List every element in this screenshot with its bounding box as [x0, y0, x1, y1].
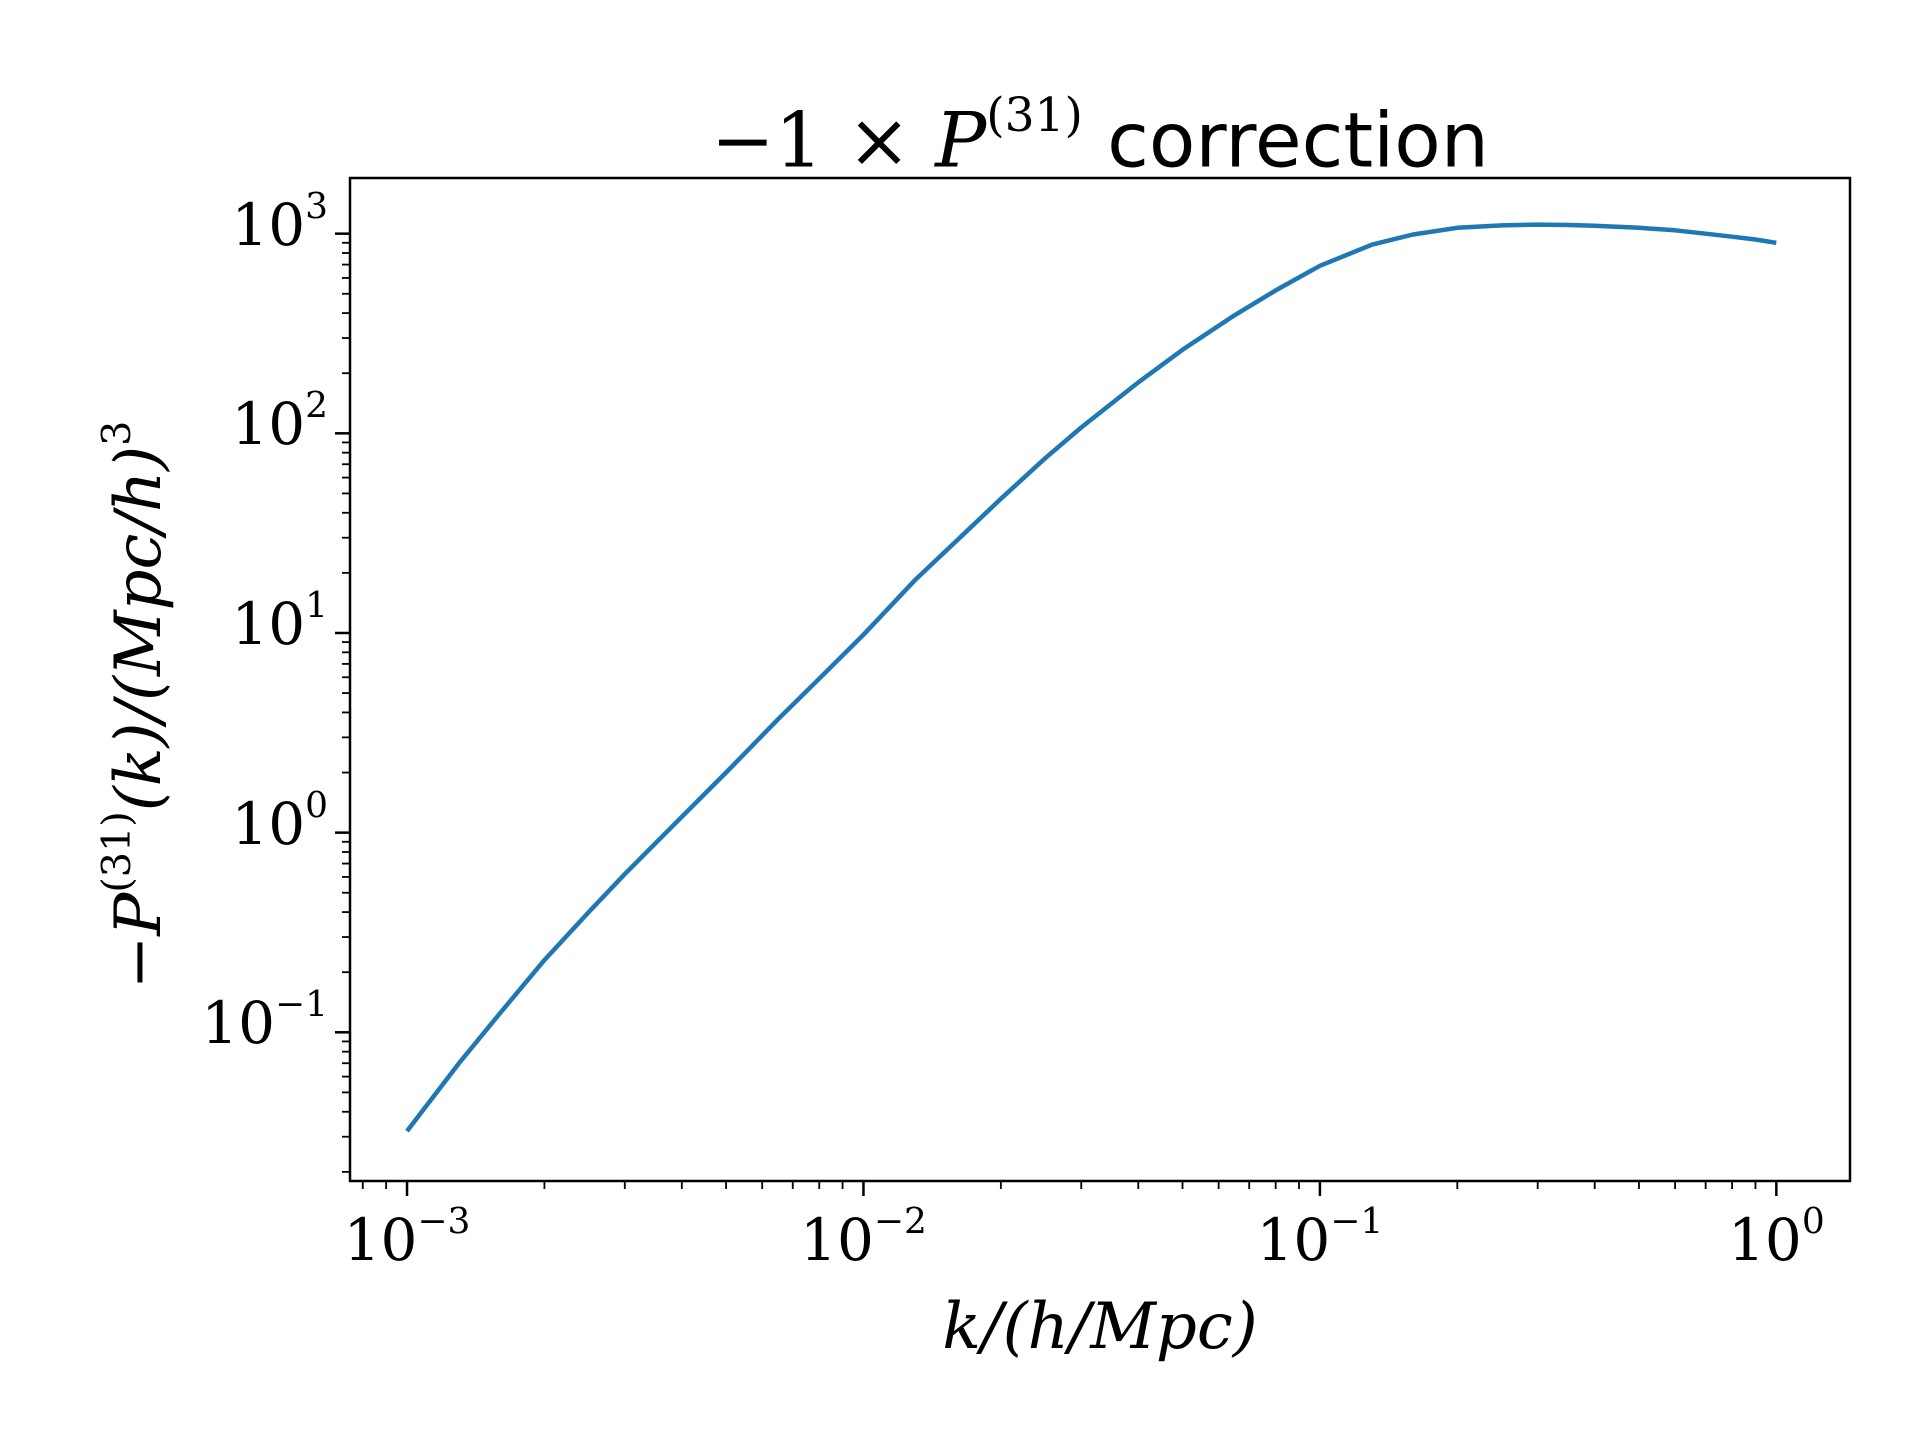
y-tick-label: 100	[148, 785, 328, 858]
title-symbol: P	[935, 95, 987, 185]
y-tick-label-exponent: 1	[305, 584, 328, 626]
y-tick-label: 102	[148, 385, 328, 458]
title-prefix: −1 ×	[711, 95, 936, 185]
y-tick-label: 10−1	[148, 984, 328, 1057]
chart-title: −1 × P(31) correction	[350, 88, 1850, 185]
y-tick-label-base: 10	[231, 190, 306, 259]
title-superscript: (31)	[986, 88, 1083, 143]
x-tick-label: 100	[1676, 1201, 1876, 1274]
plot-frame	[348, 176, 1852, 1183]
x-tick-label-exponent: 0	[1801, 1201, 1825, 1242]
y-tick-label-exponent: −1	[275, 984, 328, 1026]
y-tick-label-base: 10	[231, 589, 306, 658]
title-suffix: correction	[1082, 95, 1489, 185]
y-tick-label-exponent: 3	[305, 185, 328, 227]
x-tick-label: 10−3	[307, 1201, 507, 1274]
x-tick-label-exponent: −2	[873, 1201, 927, 1242]
y-tick-label: 101	[148, 585, 328, 658]
minor-ticks	[342, 241, 1757, 1189]
major-ticks	[335, 232, 1778, 1196]
y-axis-label-superscript: (31)	[94, 811, 141, 893]
y-axis-label-rest-superscript: 3	[94, 420, 141, 446]
y-tick-label-base: 10	[201, 989, 275, 1058]
series-line	[405, 222, 1777, 1133]
x-tick-label-exponent: −1	[1330, 1201, 1384, 1242]
plot-area	[350, 178, 1850, 1181]
x-tick-label-base: 10	[1256, 1205, 1331, 1274]
x-tick-label-exponent: −3	[417, 1201, 471, 1242]
x-tick-label-base: 10	[800, 1205, 874, 1274]
x-tick-label-base: 10	[1728, 1205, 1802, 1274]
y-tick-label-base: 10	[231, 390, 306, 459]
y-tick-label-exponent: 2	[305, 385, 328, 427]
y-tick-label-exponent: 0	[305, 784, 328, 826]
x-tick-label-base: 10	[343, 1205, 418, 1274]
y-tick-label: 103	[148, 186, 328, 259]
x-tick-label: 10−2	[763, 1201, 963, 1274]
x-tick-label: 10−1	[1220, 1201, 1420, 1274]
y-axis-label-symbol: −P	[101, 892, 176, 990]
x-axis-label: k/(h/Mpc)	[942, 1290, 1258, 1364]
y-tick-label-base: 10	[231, 789, 306, 858]
